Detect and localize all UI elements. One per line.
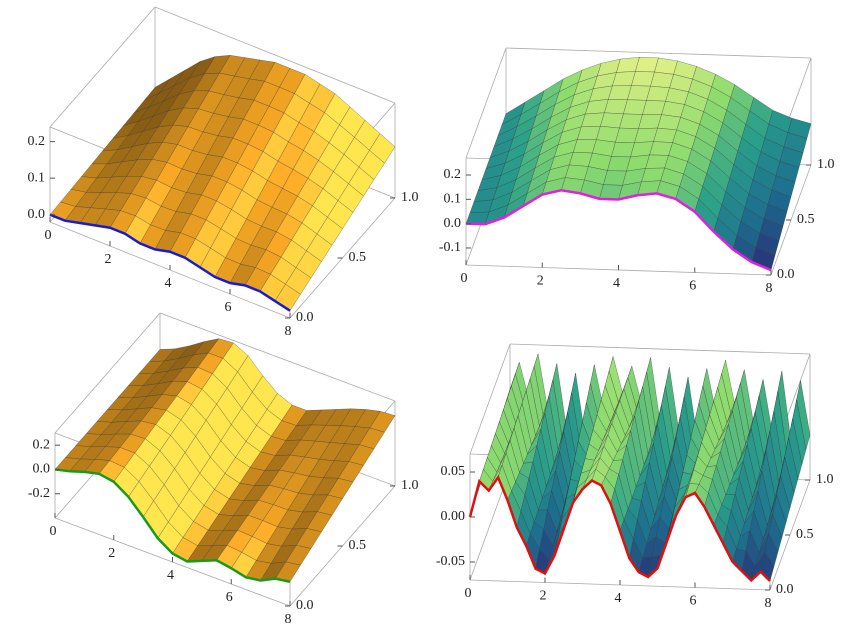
z-tick-label: 0.0	[444, 216, 462, 231]
x-tick-label: 8	[285, 612, 292, 627]
x-tick-label: 2	[537, 274, 544, 289]
z-tick-label: 0.2	[444, 167, 462, 182]
z-tick-label: 0.1	[444, 192, 462, 207]
y-tick-label: 0.5	[797, 212, 815, 227]
y-tick-label: 0.0	[777, 267, 795, 282]
front-edge-curve	[465, 189, 772, 272]
x-tick-label: 8	[285, 324, 292, 339]
front-edge-curve	[468, 474, 771, 583]
x-tick-label: 2	[105, 252, 112, 267]
z-tick-label: 0.2	[33, 437, 51, 452]
y-tick-label: 1.0	[816, 472, 834, 487]
surface-panel: 0 2 4 6 8 0.0 0.5 1.0 -0.05 0.00 0.05	[436, 343, 834, 611]
box-edge	[54, 312, 161, 434]
box-edge	[49, 6, 156, 128]
x-tick-label: 4	[615, 591, 622, 606]
z-tick-label: 0.00	[441, 509, 466, 524]
box-edge	[465, 47, 507, 159]
box-edge	[509, 343, 811, 355]
y-tick-label: 1.0	[401, 190, 419, 205]
y-tick-label: 0.0	[776, 582, 794, 597]
y-tick-label: 0.0	[296, 598, 314, 613]
z-tick-label: 0.0	[33, 462, 51, 477]
box-edge	[505, 47, 812, 59]
z-tick-label: -0.05	[436, 554, 465, 569]
x-tick-label: 6	[225, 300, 232, 315]
x-tick-label: 0	[465, 586, 472, 601]
box-edge	[159, 312, 396, 402]
surface-panel: 0 2 4 6 8 0.0 0.5 1.0 -0.2 0.0 0.2	[28, 312, 419, 627]
x-tick-label: 2	[108, 546, 115, 561]
surface-panel: 0 2 4 6 8 0.0 0.5 1.0 0.0 0.1 0.2	[28, 6, 419, 339]
y-tick-label: 1.0	[401, 478, 419, 493]
x-tick-label: 0	[50, 524, 57, 539]
y-tick-label: 0.0	[296, 310, 314, 325]
surface-panel: 0 2 4 6 8 0.0 0.5 1.0 -0.1 0.0 0.1 0.2	[439, 47, 835, 296]
x-tick-label: 4	[167, 568, 174, 583]
z-tick-label: 0.05	[441, 464, 466, 479]
x-tick-label: 6	[689, 279, 696, 294]
y-tick-label: 0.5	[349, 538, 367, 553]
z-tick-label: 0.2	[28, 134, 46, 149]
y-tick-label: 1.0	[817, 157, 835, 172]
x-tick-label: 8	[766, 281, 773, 296]
y-tick-label: 0.5	[796, 527, 814, 542]
front-edge-curve	[49, 213, 291, 312]
z-tick-label: 0.1	[28, 170, 46, 185]
box-edge	[154, 6, 396, 104]
z-tick-label: -0.1	[439, 240, 461, 255]
z-tick-label: 0.0	[28, 207, 46, 222]
x-tick-label: 4	[613, 276, 620, 291]
x-tick-label: 8	[765, 596, 772, 611]
x-tick-label: 6	[690, 594, 697, 609]
x-tick-label: 4	[165, 276, 172, 291]
x-tick-label: 2	[540, 589, 547, 604]
z-tick-label: -0.2	[28, 486, 50, 501]
x-tick-label: 0	[461, 271, 468, 286]
box-edge	[469, 343, 511, 455]
front-edge-curve	[54, 468, 291, 583]
x-tick-label: 6	[226, 590, 233, 605]
y-tick-label: 0.5	[349, 250, 367, 265]
x-tick-label: 0	[45, 228, 52, 243]
